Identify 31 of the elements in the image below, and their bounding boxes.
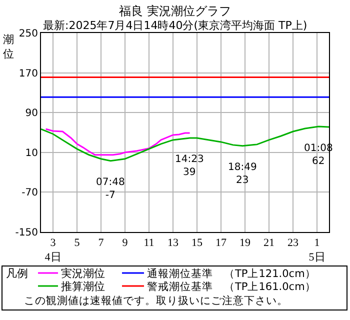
y-axis-title: 潮位: [3, 33, 14, 60]
x-tick-label: 17: [216, 237, 227, 250]
legend-label: 通報潮位基準 （TP上121.0cm）: [147, 267, 316, 280]
line-series: [45, 128, 191, 156]
annotation: 18:49 23: [228, 162, 257, 186]
text: この観測値は速報値です。取り扱いにご注意下さい。: [24, 294, 288, 307]
legend-title: 凡例: [6, 267, 28, 280]
x-tick-label: 13: [168, 237, 179, 250]
x-tick-label: 11: [144, 237, 154, 250]
y-tick-label: 10: [25, 148, 38, 159]
x-tick-label: 15: [192, 237, 203, 250]
y-tick-label: -70: [22, 188, 38, 199]
legend-label: 推算潮位: [61, 280, 105, 293]
chart-subtitle: 最新:2025年7月4日14時40分(東京湾平均海面 TP上): [43, 19, 308, 32]
y-tick-label: 90: [25, 108, 38, 120]
x-tick-label: 7: [98, 237, 104, 250]
y-tick-label: 170: [18, 68, 38, 80]
x-tick-label: 9: [122, 237, 128, 250]
annotation: 07:48 -7: [96, 177, 125, 201]
legend-label: 警戒潮位基準 （TP上161.0cm）: [147, 280, 316, 293]
x-tick-label: 5: [74, 237, 80, 250]
x-tick-label: 23: [288, 237, 299, 250]
x-tick-label: 19: [240, 237, 251, 250]
annotation: 14:23 39: [175, 154, 204, 178]
legend-label: 実況潮位: [61, 267, 105, 280]
x-tick-label: 21: [264, 237, 274, 250]
chart-title: 福良 実況潮位グラフ: [119, 4, 231, 18]
x-tick-label: 3 4日: [44, 237, 62, 264]
y-tick-label: -150: [15, 228, 38, 238]
y-tick-label: 250: [18, 28, 38, 40]
x-tick-label: 1 5日: [308, 237, 326, 264]
